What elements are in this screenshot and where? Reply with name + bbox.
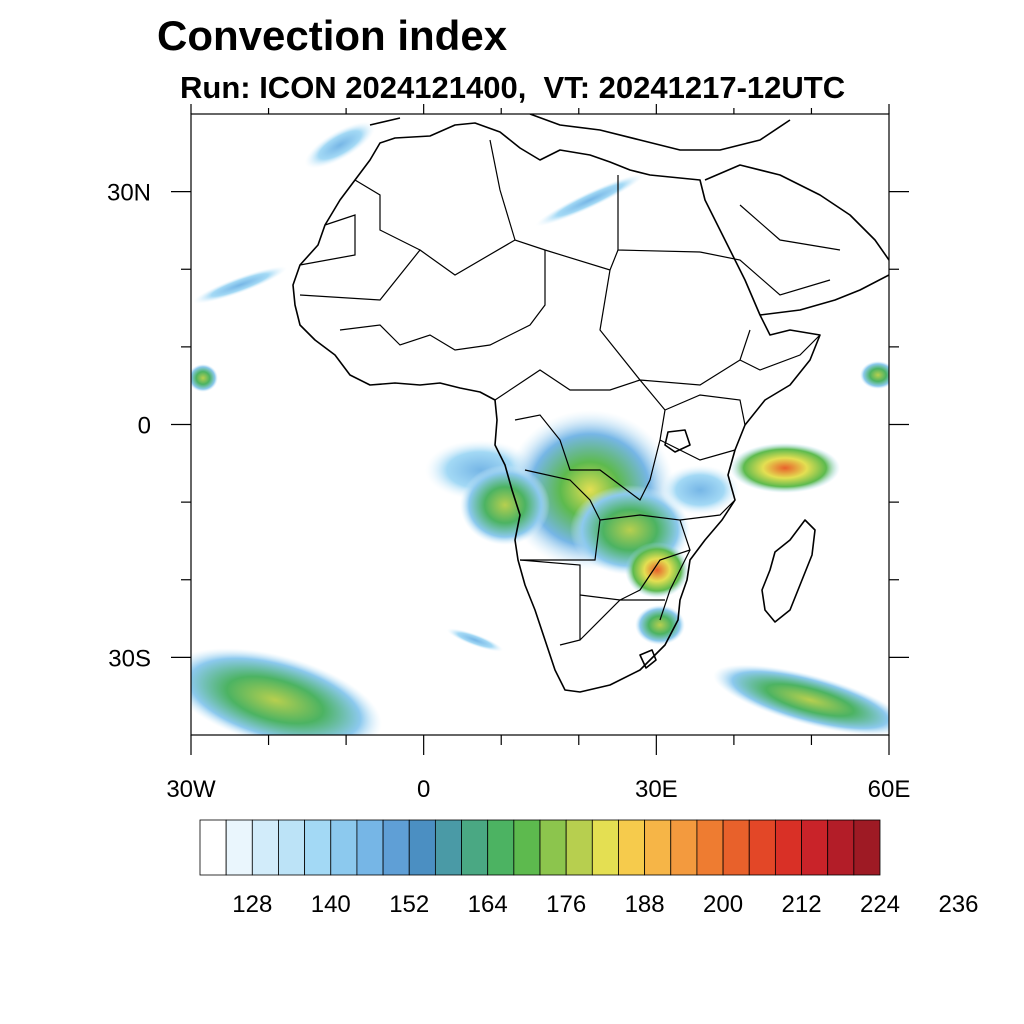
border-sahel [299, 239, 619, 301]
lon-tick-label: 30W [166, 776, 216, 803]
colorbar-swatch [487, 819, 515, 876]
border-morocco-algeria [354, 179, 421, 251]
colorbar-swatch [670, 819, 698, 876]
convection-natal [635, 605, 685, 645]
lon-tick-label: 60E [868, 776, 911, 803]
madagascar-coastline [761, 519, 816, 623]
colorbar-label: 212 [782, 891, 822, 918]
colorbar-label: 236 [938, 891, 978, 918]
colorbar-label: 188 [625, 891, 665, 918]
lon-tick-label: 0 [417, 776, 430, 803]
chart-subtitle: Run: ICON 2024121400, VT: 20241217-12UTC [180, 70, 846, 105]
colorbar-swatch [461, 819, 489, 876]
colorbar-label: 128 [232, 891, 272, 918]
lat-tick-label: 30S [108, 645, 151, 672]
colorbar-label: 152 [389, 891, 429, 918]
colorbar-swatch [382, 819, 410, 876]
colorbar-swatch [513, 819, 541, 876]
convection-angola-coast [460, 465, 550, 545]
lesotho [639, 649, 657, 669]
map-ticks: 30W 0 30E 60E 30N 0 30S [107, 104, 910, 803]
map-frame [190, 113, 890, 736]
border-west-africa [339, 250, 546, 351]
border-arabia [699, 204, 841, 296]
colorbar-swatch [748, 819, 776, 876]
colorbar-swatch [408, 819, 436, 876]
colorbar-swatch [722, 819, 750, 876]
lat-tick-label: 30N [107, 180, 151, 207]
colorbar-label: 224 [860, 891, 900, 918]
colorbar-swatch [251, 819, 279, 876]
border-horn [739, 334, 821, 371]
convection-southern-ocean [713, 664, 889, 735]
border-namibia-south-africa [519, 559, 665, 646]
arabia-coastline [704, 164, 889, 316]
country-borders [299, 139, 841, 646]
colorbar-label: 176 [546, 891, 586, 918]
convection-tanzania [660, 465, 740, 515]
convection-south-atlantic [191, 648, 382, 735]
africa-coastline [292, 122, 821, 693]
colorbar-swatch [304, 819, 332, 876]
coastlines [292, 114, 889, 693]
colorbar-swatch [853, 819, 881, 876]
convection-atlantic-band [304, 121, 376, 169]
colorbar-swatch [330, 819, 358, 876]
colorbar-swatch [225, 819, 253, 876]
border-mozambique [659, 499, 736, 621]
colorbar-label: 140 [311, 891, 351, 918]
colorbar-swatch [565, 819, 593, 876]
colorbar-label: 200 [703, 891, 743, 918]
lon-tick-label: 30E [635, 776, 678, 803]
chart-title: Convection index [157, 12, 508, 59]
lat-tick-label: 0 [138, 413, 151, 440]
colorbar: 128 140 152 164 176 188 200 212 224 236 [199, 819, 978, 918]
europe-coastline [369, 114, 791, 151]
border-mauritania-mali [299, 214, 356, 266]
colorbar-label: 164 [468, 891, 508, 918]
colorbar-swatch [591, 819, 619, 876]
colorbar-swatch [644, 819, 672, 876]
colorbar-swatch [278, 819, 306, 876]
colorbar-swatch [801, 819, 829, 876]
border-zambia-zimbabwe [579, 514, 691, 601]
colorbar-swatch [827, 819, 855, 876]
colorbar-swatch [434, 819, 462, 876]
convection-north-africa-band [535, 173, 645, 227]
colorbar-swatch [696, 819, 724, 876]
colorbar-swatch [539, 819, 567, 876]
border-angola [520, 469, 601, 561]
border-algeria-libya [489, 139, 516, 241]
convection-indian-ocean [730, 443, 840, 493]
convection-south-band [446, 628, 504, 652]
colorbar-swatch [618, 819, 646, 876]
convection-west-edge [191, 364, 218, 392]
colorbar-swatch [774, 819, 802, 876]
convection-east-edge [860, 361, 889, 389]
convection-west-atlantic [192, 266, 288, 304]
border-congo [514, 414, 661, 501]
border-sudan [599, 269, 751, 386]
border-east-africa [659, 394, 746, 461]
colorbar-swatch [356, 819, 384, 876]
convection-field [191, 121, 889, 735]
colorbar-swatch [199, 819, 227, 876]
